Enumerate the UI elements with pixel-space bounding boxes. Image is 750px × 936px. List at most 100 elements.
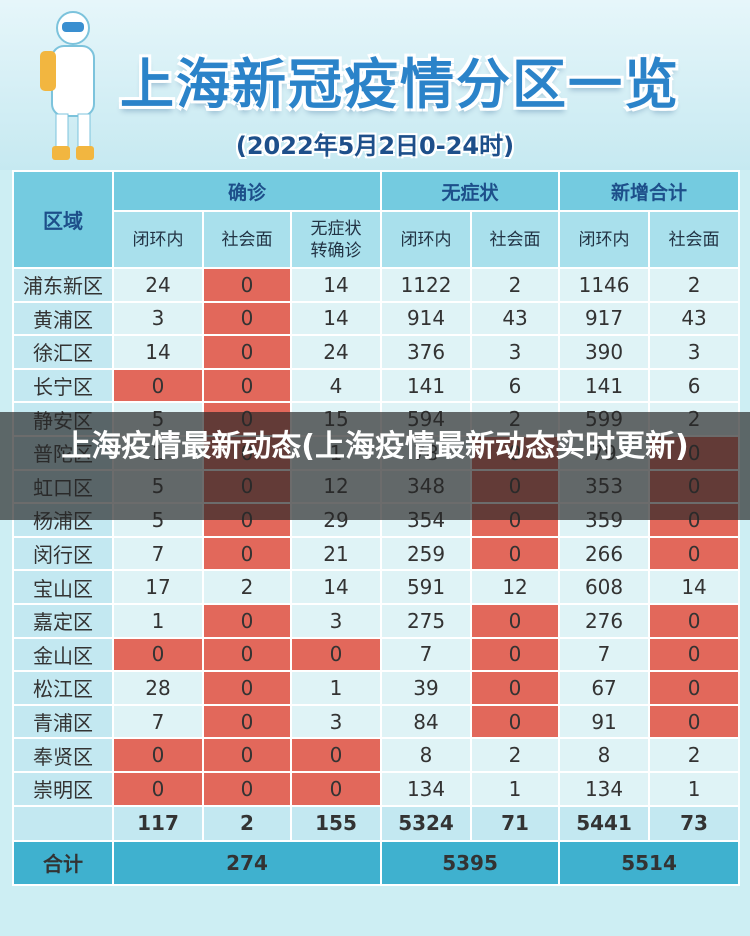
count-cell: 0: [202, 267, 292, 303]
count-cell: 2: [648, 737, 741, 773]
district-row: 松江区 28 0 1 39 0 67 0: [12, 670, 741, 706]
count-cell: 7: [558, 636, 651, 673]
district-row: 青浦区 7 0 3 84 0 91 0: [12, 703, 741, 740]
total-cell: 73: [648, 804, 741, 842]
count-cell: 1: [289, 670, 383, 706]
district-row: 长宁区 0 0 4 141 6 141 6: [12, 367, 741, 404]
column-header: 闭环内: [112, 210, 204, 269]
count-cell: 14: [112, 334, 204, 370]
count-cell: 141: [558, 367, 651, 404]
count-cell: 7: [112, 535, 204, 572]
count-cell: 21: [289, 535, 383, 572]
count-cell: 0: [470, 670, 561, 706]
count-cell: 14: [289, 300, 383, 337]
count-cell: 0: [289, 737, 383, 773]
count-cell: 14: [648, 569, 741, 605]
count-cell: 0: [470, 636, 561, 673]
count-cell: 0: [202, 602, 292, 639]
count-cell: 0: [112, 636, 204, 673]
summary-cell: 5514: [558, 839, 741, 886]
count-cell: 0: [202, 636, 292, 673]
count-cell: 3: [289, 602, 383, 639]
count-cell: 0: [470, 703, 561, 740]
count-cell: 259: [380, 535, 473, 572]
count-cell: 12: [470, 569, 561, 605]
count-cell: 914: [380, 300, 473, 337]
count-cell: 0: [202, 770, 292, 807]
total-cell: 155: [289, 804, 383, 842]
count-cell: 0: [112, 737, 204, 773]
district-row: 浦东新区 24 0 14 1122 2 1146 2: [12, 267, 741, 303]
totals-row: 117 2 155 5324 71 5441 73: [12, 804, 741, 842]
count-cell: 43: [648, 300, 741, 337]
district-name: 金山区: [12, 636, 114, 673]
count-cell: 2: [470, 737, 561, 773]
count-cell: 1122: [380, 267, 473, 303]
count-cell: 6: [648, 367, 741, 404]
count-cell: 7: [380, 636, 473, 673]
illustration: [40, 11, 95, 160]
count-cell: 2: [648, 267, 741, 303]
district-name: 青浦区: [12, 703, 114, 740]
count-cell: 1: [648, 770, 741, 807]
count-cell: 84: [380, 703, 473, 740]
count-cell: 91: [558, 703, 651, 740]
count-cell: 6: [470, 367, 561, 404]
count-cell: 43: [470, 300, 561, 337]
summary-cell: 274: [111, 839, 383, 886]
count-cell: 8: [558, 737, 651, 773]
count-cell: 591: [380, 569, 473, 605]
count-cell: 2: [470, 267, 561, 303]
group-header: 新增合计: [558, 170, 741, 212]
column-header: 社会面: [470, 210, 561, 269]
district-name: 崇明区: [12, 770, 114, 807]
count-cell: 0: [648, 602, 741, 639]
count-cell: 4: [289, 367, 383, 404]
total-cell: 71: [470, 804, 561, 842]
count-cell: 67: [558, 670, 651, 706]
district-row: 黄浦区 3 0 14 914 43 917 43: [12, 300, 741, 337]
district-name: 松江区: [12, 670, 114, 706]
total-cell: 5324: [380, 804, 473, 842]
district-row: 徐汇区 14 0 24 376 3 390 3: [12, 334, 741, 370]
district-row: 崇明区 0 0 0 134 1 134 1: [12, 770, 741, 807]
count-cell: 2: [202, 569, 292, 605]
count-cell: 0: [202, 737, 292, 773]
count-cell: 8: [380, 737, 473, 773]
district-row: 奉贤区 0 0 0 8 2 8 2: [12, 737, 741, 773]
count-cell: 0: [202, 703, 292, 740]
total-cell: 117: [112, 804, 204, 842]
count-cell: 1: [112, 602, 204, 639]
district-name: 长宁区: [12, 367, 114, 404]
column-header-row: 闭环内 社会面 无症状转确诊 闭环内 社会面 闭环内 社会面: [13, 210, 741, 269]
column-header-text: 闭环内: [578, 229, 630, 250]
count-cell: 24: [289, 334, 383, 370]
count-cell: 0: [289, 770, 383, 807]
count-cell: 7: [112, 703, 204, 740]
column-header-text: 闭环内: [132, 229, 184, 250]
count-cell: 608: [558, 569, 651, 605]
count-cell: 0: [648, 703, 741, 740]
group-header: 无症状: [380, 170, 561, 212]
count-cell: 3: [289, 703, 383, 740]
count-cell: 275: [380, 602, 473, 639]
district-name: 奉贤区: [12, 737, 114, 773]
totals-blank: [12, 804, 114, 842]
count-cell: 134: [380, 770, 473, 807]
count-cell: 276: [558, 602, 651, 639]
count-cell: 3: [648, 334, 741, 370]
district-name: 宝山区: [12, 569, 114, 605]
count-cell: 0: [648, 670, 741, 706]
summary-row: 合计 274 5395 5514: [12, 839, 741, 886]
district-name: 闵行区: [12, 535, 114, 572]
count-cell: 0: [112, 770, 204, 807]
column-header: 社会面: [202, 210, 292, 269]
count-cell: 0: [112, 367, 204, 404]
total-cell: 5441: [558, 804, 651, 842]
count-cell: 14: [289, 569, 383, 605]
count-cell: 1146: [558, 267, 651, 303]
total-cell: 2: [202, 804, 292, 842]
column-header: 闭环内: [380, 210, 473, 269]
district-name: 黄浦区: [12, 300, 114, 337]
